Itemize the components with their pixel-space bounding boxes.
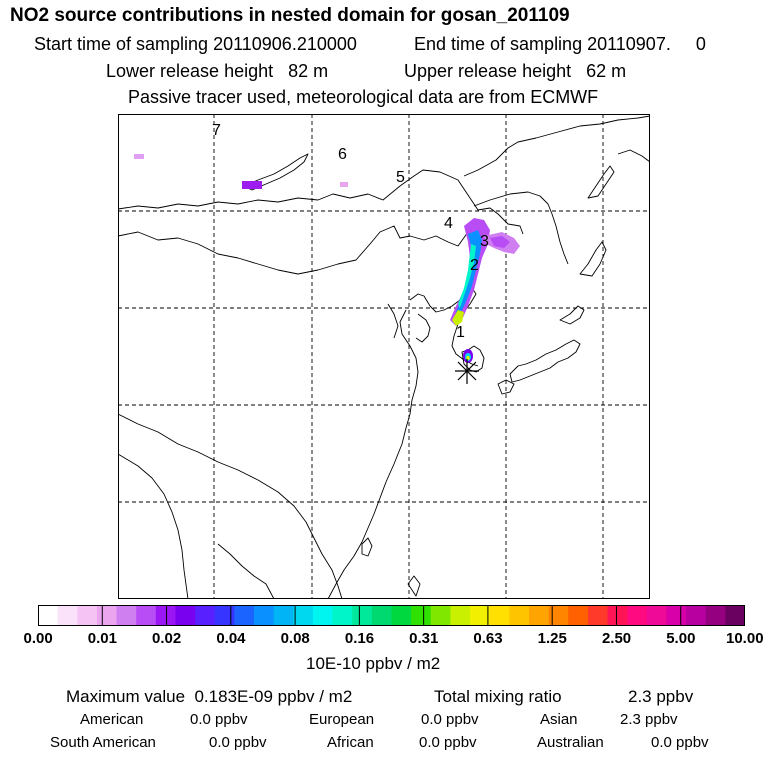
colorbar-cell [509, 605, 530, 626]
end-time-label: End time of sampling 20110907. 0 [414, 34, 706, 54]
map-panel: 1 2 3 4 5 6 7 [118, 114, 650, 599]
colorbar-cell [725, 605, 745, 626]
colorbar-cell [155, 605, 176, 626]
region-australian-value: 0.0 ppbv [651, 734, 709, 751]
colorbar-cell [430, 605, 451, 626]
colorbar-tick-label: 1.25 [537, 630, 567, 647]
colorbar-cell [470, 605, 491, 626]
region-label-4: 4 [444, 215, 453, 232]
colorbar-cell [293, 605, 314, 626]
region-label-6: 6 [338, 146, 347, 163]
colorbar-cell [411, 605, 432, 626]
colorbar-cell [627, 605, 648, 626]
colorbar-cell [646, 605, 667, 626]
maximum-value: Maximum value 0.183E-09 ppbv / m2 [66, 687, 353, 706]
colorbar-cell [587, 605, 608, 626]
upper-release-label: Upper release height 62 m [404, 61, 627, 81]
colorbar-cell [312, 605, 333, 626]
colorbar-tick-label: 0.63 [473, 630, 503, 647]
colorbar-tick-label: 0.01 [87, 630, 117, 647]
total-mixing-label: Total mixing ratio [434, 687, 562, 706]
receptor-asterisk-icon [455, 359, 479, 384]
total-mixing-value: 2.3 ppbv [628, 687, 694, 706]
colorbar-cell [391, 605, 412, 626]
region-south-american-value: 0.0 ppbv [209, 734, 267, 751]
region-south-american-name: South American [50, 734, 156, 751]
region-asian-value: 2.3 ppbv [620, 711, 678, 728]
colorbar-tick-label: 5.00 [666, 630, 696, 647]
colorbar-cell [175, 605, 196, 626]
region-african-value: 0.0 ppbv [419, 734, 477, 751]
colorbar-cell [234, 605, 255, 626]
colorbar-tick-label: 10.00 [726, 630, 764, 647]
colorbar-cell [214, 605, 235, 626]
region-african-name: African [327, 734, 374, 751]
colorbar-cell [195, 605, 216, 626]
colorbar-cell [136, 605, 157, 626]
colorbar-cell [705, 605, 726, 626]
colorbar-cell [254, 605, 275, 626]
region-label-5: 5 [396, 169, 405, 186]
colorbar-cell [371, 605, 392, 626]
contribution-field [134, 154, 520, 363]
colorbar-cell [96, 605, 117, 626]
colorbar-cell [116, 605, 137, 626]
colorbar [38, 605, 745, 626]
colorbar-tick-label: 0.02 [152, 630, 182, 647]
colorbar-tick-label: 0.04 [216, 630, 246, 647]
colorbar-cell [38, 605, 59, 626]
tracer-note: Passive tracer used, meteorological data… [128, 87, 599, 107]
colorbar-cell [548, 605, 569, 626]
colorbar-tick-label: 0.31 [409, 630, 439, 647]
colorbar-cell [607, 605, 628, 626]
plume-patch [242, 181, 262, 189]
colorbar-tick-label: 0.08 [280, 630, 310, 647]
colorbar-tick-label: 2.50 [601, 630, 632, 647]
region-american-value: 0.0 ppbv [190, 711, 248, 728]
plume-patch [134, 154, 144, 159]
colorbar-tick-label: 0.16 [344, 630, 375, 647]
start-time-label: Start time of sampling 20110906.210000 [34, 34, 357, 54]
region-label-7: 7 [212, 122, 221, 139]
colorbar-cell [686, 605, 707, 626]
colorbar-cell [666, 605, 687, 626]
colorbar-cell [528, 605, 550, 626]
region-australian-name: Australian [537, 734, 604, 751]
lower-release-label: Lower release height 82 m [106, 61, 329, 81]
chart-title: NO2 source contributions in nested domai… [10, 5, 570, 26]
region-label-1: 1 [456, 324, 465, 341]
region-european-value: 0.0 ppbv [421, 711, 479, 728]
colorbar-cell [568, 605, 589, 626]
colorbar-cell [352, 605, 373, 626]
region-asian-name: Asian [540, 711, 578, 728]
colorbar-units: 10E-10 ppbv / m2 [306, 654, 441, 673]
colorbar-cell [450, 605, 471, 626]
coastlines [118, 115, 650, 599]
region-european-name: European [309, 711, 375, 728]
colorbar-cell [332, 605, 353, 626]
plume-patch [340, 182, 348, 187]
colorbar-tick-label: 0.00 [23, 630, 53, 647]
colorbar-cell [273, 605, 294, 626]
colorbar-cell [57, 605, 78, 626]
region-label-2: 2 [470, 257, 479, 274]
region-american-name: American [80, 711, 144, 728]
region-label-3: 3 [480, 233, 489, 250]
map-frame [118, 114, 650, 599]
colorbar-cell [489, 605, 510, 626]
map-svg: 1 2 3 4 5 6 7 [118, 114, 650, 599]
colorbar-cell [77, 605, 98, 626]
